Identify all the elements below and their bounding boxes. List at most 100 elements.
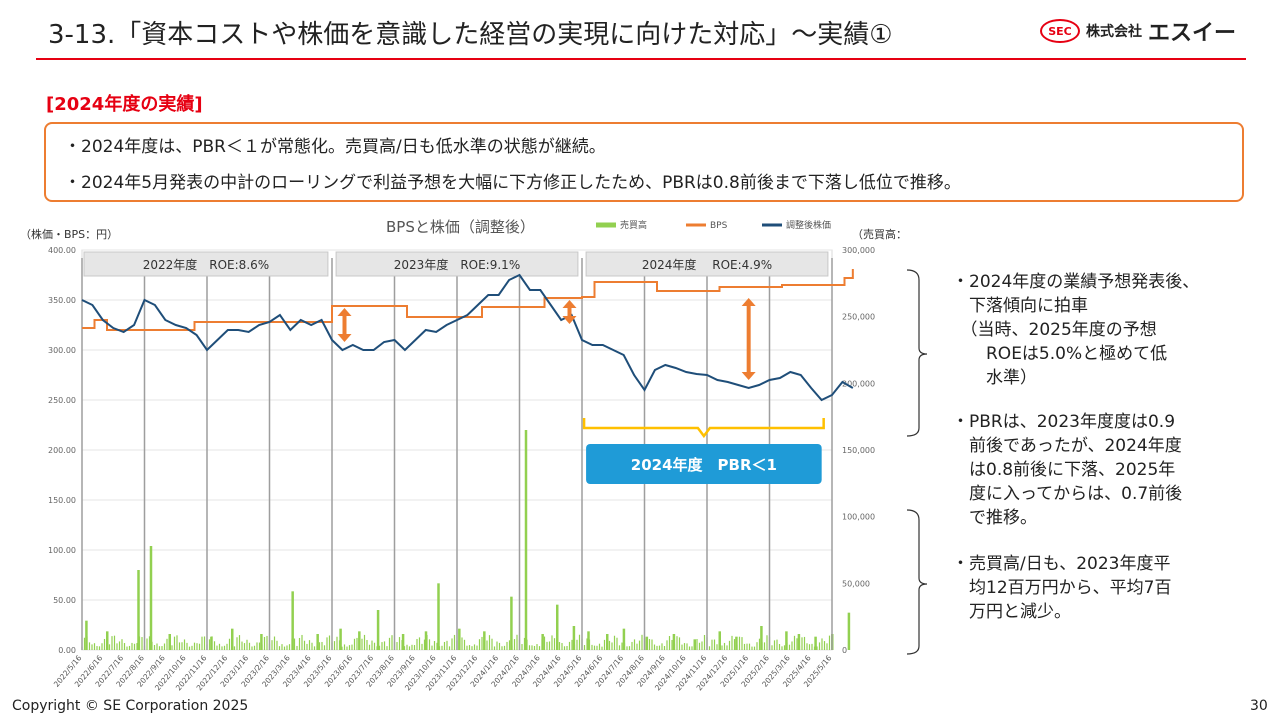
volume-bar xyxy=(651,639,653,650)
volume-bar xyxy=(672,634,676,650)
volume-bar xyxy=(785,631,788,650)
volume-bar xyxy=(137,570,140,650)
volume-bar xyxy=(818,642,821,650)
volume-bar xyxy=(691,646,693,650)
volume-bar xyxy=(296,645,298,650)
volume-bar xyxy=(731,635,733,650)
volume-bar xyxy=(806,643,808,650)
volume-bar xyxy=(703,634,706,650)
volume-bar xyxy=(211,636,213,650)
volume-bar xyxy=(263,636,266,650)
volume-bar xyxy=(528,645,531,650)
volume-bar xyxy=(366,639,368,650)
bps-price-chart: 0.00 50.00 100.00 150.00 200.00 250.00 300.00 3… xyxy=(20,218,900,692)
volume-bar xyxy=(281,644,283,650)
volume-bar xyxy=(203,636,206,650)
gap-arrow-head xyxy=(562,300,577,308)
volume-bar xyxy=(118,641,121,650)
volume-bar xyxy=(371,640,373,650)
volume-bar xyxy=(373,642,376,650)
bracket-lower xyxy=(906,509,928,655)
volume-bar xyxy=(458,628,461,650)
volume-bar xyxy=(513,639,516,650)
volume-bar xyxy=(401,640,403,650)
volume-bar xyxy=(248,642,251,650)
volume-bar xyxy=(816,646,818,650)
volume-bar xyxy=(601,646,603,650)
title-divider xyxy=(36,58,1246,60)
volume-bar xyxy=(288,644,291,650)
y-right-tick-label: 100,000 xyxy=(842,513,875,522)
volume-bar xyxy=(161,646,163,650)
side-note-1: ・2024年度の業績予想発表後、 下落傾向に拍車 （当時、2025年度の予想 R… xyxy=(952,270,1199,390)
y-left-tick-label: 400.00 xyxy=(48,246,76,255)
volume-bar xyxy=(628,646,631,650)
volume-bar xyxy=(735,636,738,650)
volume-bar xyxy=(588,639,591,650)
volume-bar xyxy=(556,646,558,650)
volume-bar xyxy=(656,645,658,650)
volume-bar xyxy=(213,641,216,650)
volume-bar xyxy=(688,646,691,650)
volume-bar xyxy=(108,644,111,650)
volume-bar xyxy=(424,631,428,650)
side-note-2: ・PBRは、2023年度度は0.9 前後であったが、2024年度 は0.8前後に… xyxy=(952,410,1182,530)
volume-bar xyxy=(473,644,476,650)
y-left-tick-label: 250.00 xyxy=(48,396,76,405)
volume-bar xyxy=(743,643,746,650)
volume-bar xyxy=(738,636,741,650)
volume-bar xyxy=(751,646,753,650)
volume-bar xyxy=(596,645,598,650)
pbr-label: 2024年度 PBR＜1 xyxy=(631,456,777,474)
volume-bar xyxy=(153,644,156,650)
volume-bar xyxy=(458,643,461,650)
volume-bar xyxy=(753,646,756,650)
y-left-axis-label: （株価・BPS：円） xyxy=(20,227,118,241)
volume-bar xyxy=(171,645,173,650)
volume-bar xyxy=(461,637,463,650)
period-label: 2024年度 ROE:4.9% xyxy=(642,257,772,272)
volume-bar xyxy=(123,643,126,650)
volume-bar xyxy=(111,636,113,650)
period-label: 2023年度 ROE:9.1% xyxy=(394,257,520,272)
volume-bar xyxy=(676,636,678,650)
pbr-bracket xyxy=(582,418,825,439)
volume-bar xyxy=(216,645,218,650)
volume-bar xyxy=(406,644,408,650)
side-note-1-line: ROEは5.0%と極めて低 xyxy=(952,344,1168,364)
stock-chart: 0.00 50.00 100.00 150.00 200.00 250.00 300.00 3… xyxy=(0,206,900,706)
volume-bar xyxy=(598,643,601,650)
volume-bar xyxy=(156,643,158,650)
y-left-tick-label: 300.00 xyxy=(48,346,76,355)
volume-bar xyxy=(91,644,93,650)
volume-bar xyxy=(437,583,440,650)
volume-bar xyxy=(488,635,491,650)
volume-bar xyxy=(413,645,416,650)
volume-bar xyxy=(783,645,786,650)
volume-bar xyxy=(431,645,433,650)
volume-bar xyxy=(671,639,673,650)
volume-bar xyxy=(508,640,511,650)
volume-bar xyxy=(538,646,541,650)
side-note-1-line: 水準） xyxy=(952,368,1037,388)
volume-bar xyxy=(776,639,778,650)
volume-bar xyxy=(478,639,481,650)
side-note-1-line: 下落傾向に拍車 xyxy=(952,296,1088,316)
y-right-tick-label: 50,000 xyxy=(842,579,870,588)
volume-bar xyxy=(646,646,648,650)
volume-bar xyxy=(93,643,96,650)
volume-bar xyxy=(201,636,203,650)
volume-bar xyxy=(378,645,381,650)
sec-badge-logo: SEC xyxy=(1040,19,1080,43)
y-right-tick-label: 250,000 xyxy=(842,313,875,322)
volume-bar xyxy=(648,639,651,650)
gap-arrow-head xyxy=(562,316,577,324)
volume-bar xyxy=(138,636,141,650)
volume-bar xyxy=(301,634,303,650)
volume-bar xyxy=(283,646,286,650)
volume-bar xyxy=(313,646,316,650)
volume-bar xyxy=(308,640,311,650)
gap-arrow-head xyxy=(337,334,352,342)
volume-bar xyxy=(653,644,656,650)
volume-bar xyxy=(626,646,628,650)
